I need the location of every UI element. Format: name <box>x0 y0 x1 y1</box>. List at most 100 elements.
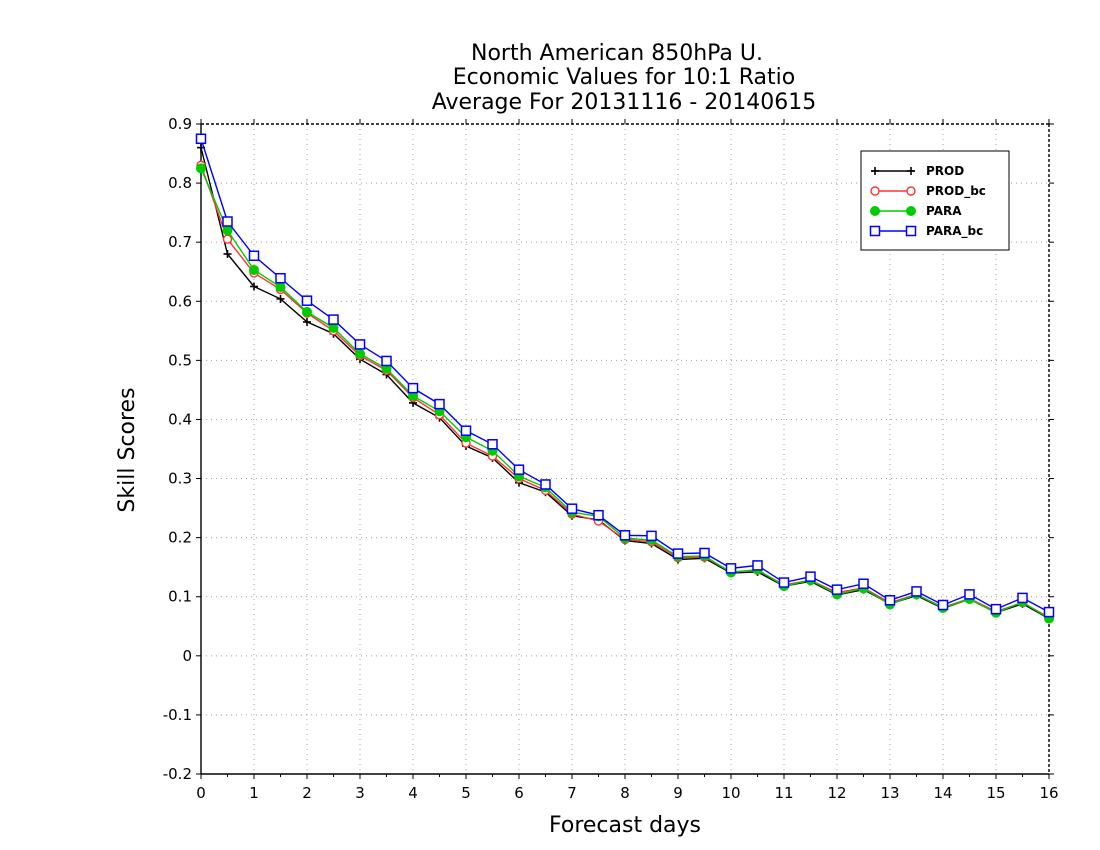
data-point-para-bc <box>301 295 313 306</box>
x-tick-label: 14 <box>933 784 952 802</box>
x-tick-label: 0 <box>196 784 206 802</box>
legend-marker <box>871 167 879 175</box>
data-point-para-bc <box>672 548 684 559</box>
data-point-para <box>222 225 233 236</box>
data-point-para <box>355 348 365 359</box>
legend-item-para: PARA <box>870 204 962 218</box>
legend-marker <box>870 206 880 216</box>
data-point-para <box>196 163 206 174</box>
legend-marker <box>906 206 916 216</box>
data-point-para-bc <box>487 439 498 450</box>
legend-item-para-bc: PARA_bc <box>869 224 983 239</box>
data-point-para-bc <box>381 355 392 367</box>
data-point-para-bc <box>248 250 260 262</box>
data-point-para-bc <box>990 603 1002 615</box>
y-tick-label: -0.1 <box>163 706 192 724</box>
data-point-para-bc <box>619 530 631 541</box>
legend-label: PARA <box>926 204 962 218</box>
data-point-para-bc <box>566 503 578 514</box>
data-point-para-bc <box>354 339 366 350</box>
legend-label: PROD_bc <box>926 184 986 199</box>
axes: -0.2-0.100.10.20.30.40.50.60.70.80.90 1 2 3… <box>163 115 1059 802</box>
chart-title: North American 850hPa U. Economic Values… <box>432 41 817 115</box>
data-point-para <box>302 306 312 317</box>
x-tick-label: 3 <box>355 784 365 802</box>
x-tick-label: 15 <box>986 784 1005 802</box>
data-point-para-bc <box>725 563 737 574</box>
data-point-para-bc <box>858 578 869 589</box>
series-layer <box>195 133 1055 624</box>
legend-marker <box>906 186 916 196</box>
data-point-para-bc <box>752 560 763 571</box>
data-point-prod <box>276 294 285 303</box>
y-tick-label: 0.5 <box>168 351 192 369</box>
legend-item-prod-bc: PROD_bc <box>870 184 986 199</box>
y-tick-label: -0.2 <box>163 765 192 783</box>
title-line-1: North American 850hPa U. <box>471 41 763 66</box>
legend: PROD PROD_bc PARA PARA_bc <box>860 150 1010 251</box>
legend-label: PARA_bc <box>926 224 983 239</box>
legend-marker <box>870 186 880 196</box>
x-tick-label: 7 <box>567 784 577 802</box>
data-point-para-bc <box>1017 592 1028 604</box>
x-tick-label: 5 <box>461 784 471 802</box>
data-point-para <box>249 264 259 275</box>
data-point-para-bc <box>460 425 472 436</box>
y-tick-label: 0 <box>182 647 192 665</box>
series-para-bc <box>195 133 1055 618</box>
data-point-para-bc <box>540 479 551 490</box>
legend-item-prod: PROD <box>871 164 964 178</box>
data-point-para-bc <box>699 547 710 559</box>
y-tick-label: 0.9 <box>168 115 192 133</box>
x-tick-label: 9 <box>673 784 683 802</box>
legend-label: PROD <box>926 164 964 178</box>
x-tick-label: 10 <box>721 784 740 802</box>
data-point-para-bc <box>195 133 207 145</box>
data-point-para-bc <box>1043 606 1055 618</box>
data-point-para-bc <box>884 595 896 606</box>
data-point-para-bc <box>434 398 445 410</box>
data-point-prod <box>303 317 311 326</box>
data-point-para-bc <box>778 577 790 588</box>
data-point-para-bc <box>646 530 657 542</box>
data-point-para-bc <box>937 599 949 611</box>
x-tick-label: 12 <box>827 784 846 802</box>
data-point-prod <box>250 282 258 291</box>
data-point-para-bc <box>407 382 419 394</box>
y-tick-label: 0.8 <box>168 174 192 192</box>
y-tick-label: 0.1 <box>168 588 192 606</box>
legend-marker <box>907 167 915 175</box>
y-tick-label: 0.2 <box>168 529 192 547</box>
x-tick-label: 16 <box>1039 784 1058 802</box>
title-line-2: Economic Values for 10:1 Ratio <box>453 65 795 90</box>
y-tick-label: 0.4 <box>168 410 192 428</box>
data-point-para <box>275 282 286 293</box>
y-axis-label: Skill Scores <box>115 387 140 512</box>
x-tick-label: 8 <box>620 784 630 802</box>
y-tick-label: 0.6 <box>168 292 192 310</box>
x-tick-label: 11 <box>774 784 793 802</box>
y-tick-label: 0.3 <box>168 470 192 488</box>
data-point-para-bc <box>964 589 975 600</box>
grid <box>201 124 1049 774</box>
data-point-para-bc <box>831 584 843 595</box>
x-tick-label: 13 <box>880 784 899 802</box>
y-tick-label: 0.7 <box>168 233 192 251</box>
data-point-prod-bc <box>222 234 233 244</box>
data-point-para-bc <box>513 464 525 475</box>
data-point-prod <box>223 250 232 258</box>
x-tick-label: 2 <box>302 784 312 802</box>
title-line-3: Average For 20131116 - 20140615 <box>432 90 817 115</box>
legend-box <box>860 150 1010 251</box>
x-axis-label: Forecast days <box>549 813 701 838</box>
legend-marker <box>869 225 881 237</box>
data-point-para-bc <box>911 586 922 597</box>
data-point-para-bc <box>222 216 233 227</box>
legend-marker <box>905 225 917 237</box>
x-tick-label: 6 <box>514 784 524 802</box>
data-point-para-bc <box>593 509 604 521</box>
x-tick-label: 4 <box>408 784 418 802</box>
x-tick-label: 1 <box>249 784 259 802</box>
data-point-para-bc <box>328 314 339 325</box>
